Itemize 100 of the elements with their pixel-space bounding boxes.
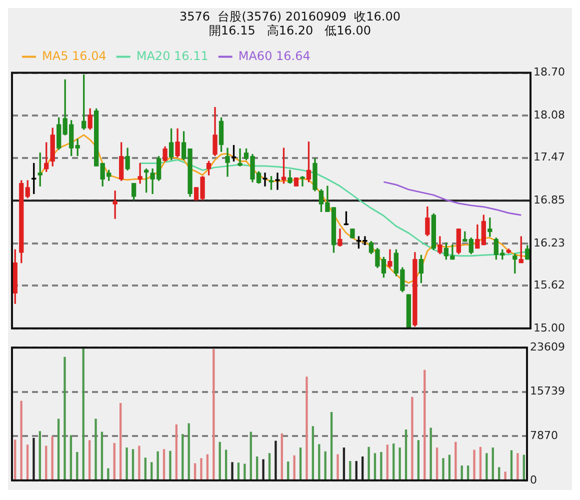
bar (268, 453, 271, 480)
bar (175, 424, 178, 480)
y-tick-label: 15739 (530, 384, 566, 398)
candlestick (300, 176, 305, 186)
bar (138, 446, 140, 480)
bar (144, 458, 146, 480)
y-tick-label: 0 (530, 473, 538, 486)
bar (26, 444, 29, 480)
bar (486, 453, 488, 480)
bar (293, 455, 296, 480)
bar (349, 460, 352, 480)
legend-label: MA60 16.64 (238, 48, 310, 63)
candlestick (138, 162, 142, 184)
legend-label: MA5 16.04 (42, 48, 106, 63)
candlestick (112, 190, 118, 219)
bar (374, 453, 376, 480)
bar (57, 418, 60, 480)
bar (100, 432, 104, 480)
bar (306, 376, 308, 480)
bar (51, 436, 54, 480)
bar (76, 452, 78, 480)
bar (466, 465, 470, 480)
bar (38, 431, 41, 480)
bar (45, 446, 48, 480)
bar (392, 444, 395, 480)
bar (126, 447, 128, 480)
candlestick (225, 148, 230, 177)
candlestick (238, 148, 242, 166)
bar (94, 418, 97, 480)
bar (156, 451, 159, 480)
bar (330, 412, 333, 480)
bar (342, 447, 346, 480)
bar (522, 454, 525, 480)
bar (411, 396, 414, 480)
bar (32, 438, 35, 480)
candlestick (275, 172, 280, 190)
legend-label: MA20 16.11 (136, 48, 208, 63)
bar (454, 442, 457, 480)
bar (312, 426, 314, 480)
bar (336, 454, 339, 480)
bar (64, 356, 66, 480)
bar (237, 462, 240, 480)
bar (150, 462, 153, 480)
bar (368, 446, 370, 480)
y-tick-label: 16.23 (534, 236, 566, 250)
bar (398, 447, 401, 480)
bar (436, 447, 438, 480)
bar (324, 451, 326, 480)
bar (498, 467, 500, 480)
bar (355, 460, 358, 480)
bar (479, 446, 482, 480)
bar (473, 450, 476, 480)
bar (404, 429, 408, 480)
chart-title: 3576 台股(3576) 20160909 收16.00 (180, 9, 400, 24)
bar (424, 370, 426, 480)
bar (200, 458, 202, 480)
y-tick-label: 15.62 (534, 278, 566, 292)
bar (206, 454, 209, 480)
bar (188, 423, 190, 480)
y-tick-label: 18.70 (534, 66, 566, 79)
y-tick-label: 15.00 (534, 321, 566, 334)
bar (70, 435, 72, 480)
bar (274, 440, 277, 480)
bar (88, 440, 91, 480)
bar (162, 449, 166, 480)
y-tick-label: 17.47 (534, 150, 566, 164)
bar (244, 464, 246, 480)
bar (417, 440, 420, 480)
bar (504, 472, 506, 480)
bar (380, 452, 382, 480)
bar (14, 440, 16, 480)
bar (120, 403, 122, 480)
bar (212, 349, 215, 480)
candlestick (262, 172, 268, 186)
bar (362, 456, 364, 480)
bar (224, 450, 228, 480)
bar (82, 348, 84, 480)
bar (182, 434, 184, 480)
bar (218, 442, 221, 480)
bar (318, 444, 320, 480)
bar (299, 447, 302, 480)
bar (460, 465, 463, 480)
bar (492, 447, 494, 480)
bar (262, 459, 264, 480)
bar (256, 456, 258, 480)
bar (194, 463, 196, 480)
y-tick-label: 23609 (530, 340, 566, 354)
bar (231, 462, 234, 480)
bar (113, 442, 116, 480)
bar (169, 450, 172, 480)
bar (20, 400, 22, 480)
y-tick-label: 18.08 (534, 108, 566, 122)
bar (107, 468, 110, 480)
bar (280, 433, 283, 480)
bar (510, 450, 513, 480)
chart-subtitle: 開16.15 高16.20 低16.00 (209, 24, 371, 38)
bar (250, 432, 252, 480)
bar (386, 444, 388, 480)
bar (516, 453, 519, 480)
bar (132, 449, 134, 480)
